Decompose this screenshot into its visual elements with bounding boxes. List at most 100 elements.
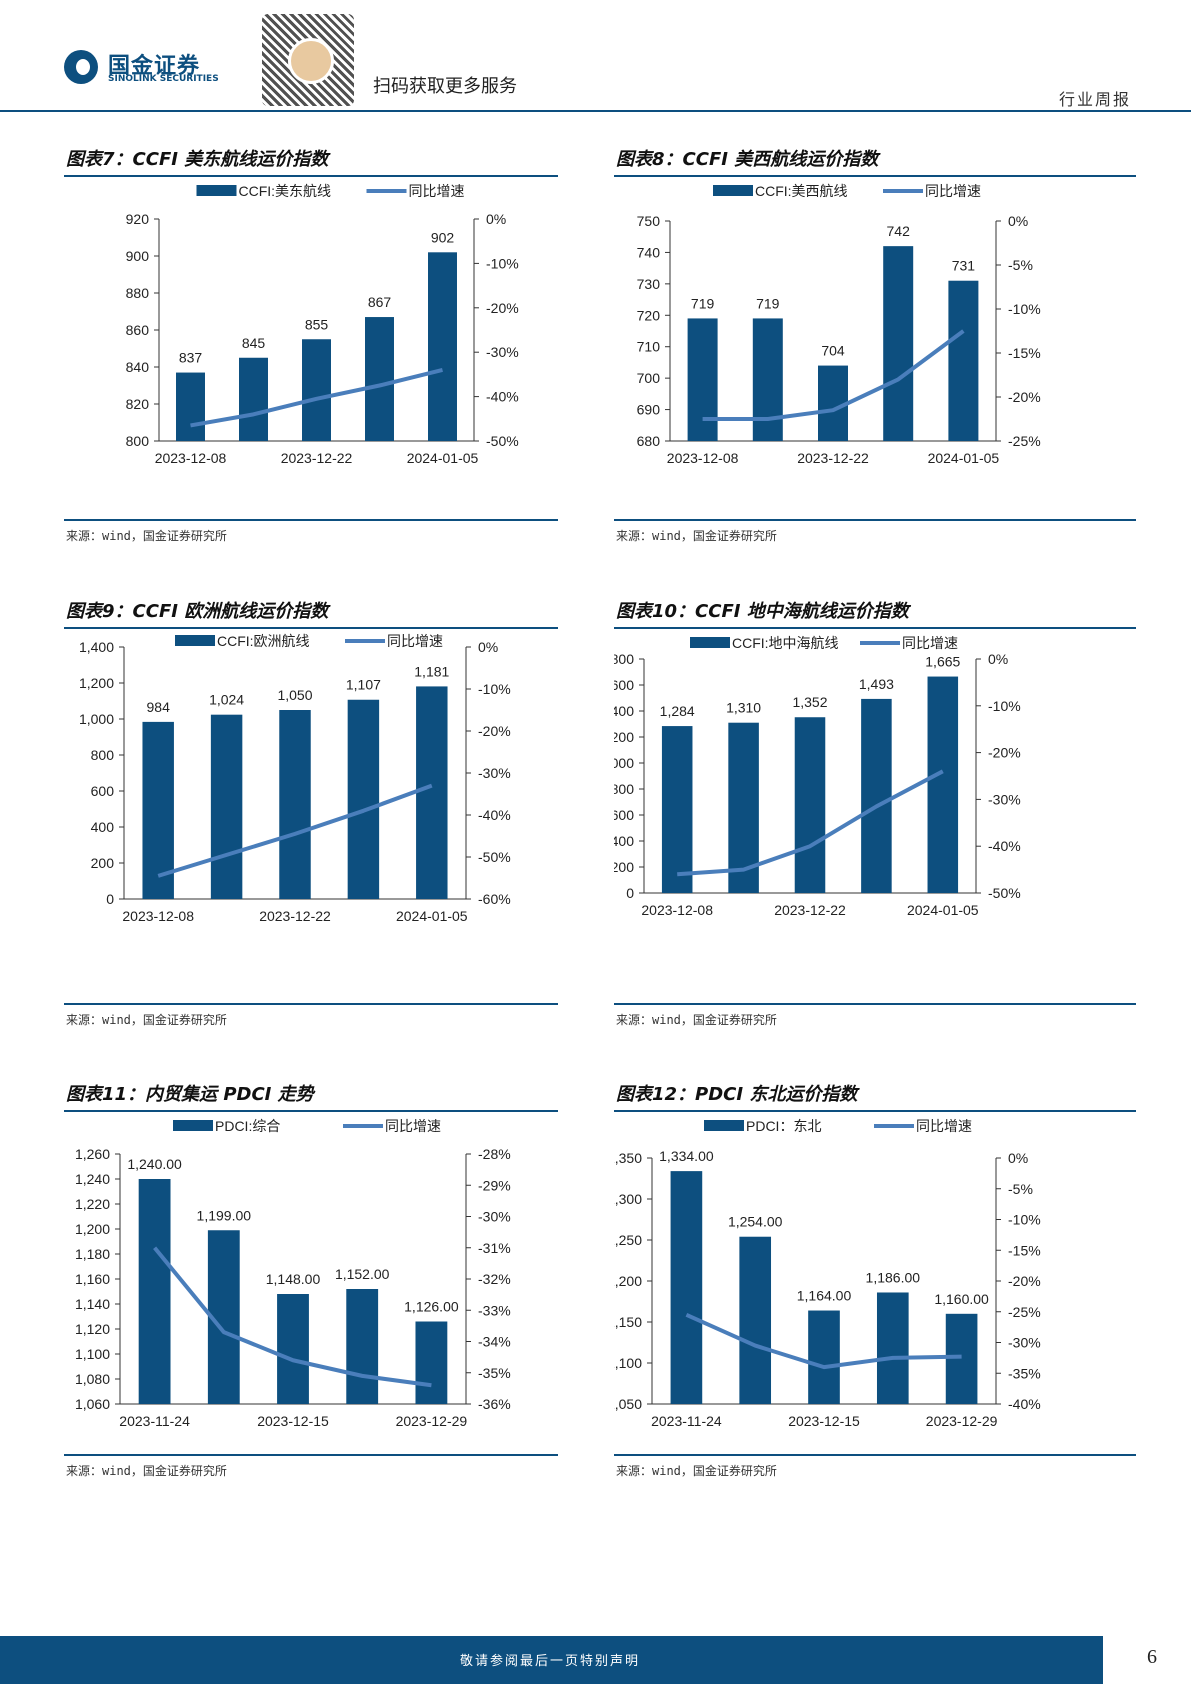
source-divider bbox=[64, 1454, 558, 1456]
y-tick-label: 820 bbox=[126, 396, 150, 412]
y2-tick-label: -10% bbox=[988, 698, 1021, 714]
y-tick-label: 1,200 bbox=[614, 1273, 642, 1289]
bar bbox=[279, 710, 311, 899]
y2-tick-label: -33% bbox=[478, 1302, 511, 1318]
bar bbox=[142, 721, 174, 899]
y-tick-label: 1,080 bbox=[75, 1371, 110, 1387]
legend-bar-label: CCFI:美东航线 bbox=[239, 183, 332, 199]
bar-value-label: 1,493 bbox=[859, 676, 894, 692]
y2-tick-label: -35% bbox=[478, 1365, 511, 1381]
y-tick-label: 600 bbox=[614, 807, 634, 823]
y-tick-label: 1,240 bbox=[75, 1171, 110, 1187]
source-note: 来源：wind，国金证券研究所 bbox=[616, 1013, 777, 1027]
bar bbox=[416, 686, 448, 899]
source-divider bbox=[64, 1003, 558, 1005]
chart-11-svg: PDCI:综合 同比增速 1,060 1,080 1,100 1,120 1,140 1,16… bbox=[75, 1118, 511, 1429]
y-tick-label: 800 bbox=[614, 781, 634, 797]
y2-tick-label: -40% bbox=[988, 838, 1021, 854]
bar-value-label: 1,199.00 bbox=[197, 1207, 252, 1223]
x-tick-label: 2024-01-05 bbox=[396, 908, 468, 924]
chart-title: 图表9：CCFI 欧洲航线运价指数 bbox=[66, 601, 329, 622]
y2-tick-label: -40% bbox=[478, 807, 511, 823]
bar bbox=[739, 1236, 772, 1404]
y-tick-label: 0 bbox=[626, 885, 634, 901]
chart-title: 图表11：内贸集运 PDCI 走势 bbox=[66, 1084, 314, 1105]
bar bbox=[808, 1310, 840, 1404]
bar-value-label: 1,186.00 bbox=[866, 1269, 921, 1285]
y2-tick-label: -20% bbox=[486, 300, 519, 316]
title-divider bbox=[614, 1110, 1136, 1112]
source-divider bbox=[614, 519, 1136, 521]
x-tick-label: 2023-12-08 bbox=[155, 450, 227, 466]
x-tick-label: 2023-11-24 bbox=[651, 1413, 722, 1429]
x-tick-label: 2023-12-22 bbox=[259, 908, 331, 924]
y2-tick-label: -30% bbox=[486, 344, 519, 360]
bar bbox=[138, 1179, 171, 1404]
y2-tick-label: -25% bbox=[1008, 433, 1041, 449]
y2-tick-label: -29% bbox=[478, 1177, 511, 1193]
y-tick-label: 1,300 bbox=[614, 1191, 642, 1207]
y-tick-label: 920 bbox=[126, 211, 150, 227]
y2-tick-label: -40% bbox=[1008, 1396, 1041, 1412]
bar bbox=[176, 372, 205, 441]
y-tick-label: 1,140 bbox=[75, 1296, 110, 1312]
header-divider bbox=[0, 110, 1191, 112]
bar-value-label: 1,334.00 bbox=[659, 1148, 714, 1164]
logo-name-cn: 国金证券 bbox=[108, 54, 201, 79]
x-tick-label: 2024-01-05 bbox=[928, 450, 1000, 466]
y-tick-label: 730 bbox=[637, 276, 661, 292]
legend-bar-swatch bbox=[690, 637, 730, 648]
y-tick-label: 1,050 bbox=[614, 1396, 642, 1412]
bar bbox=[365, 317, 394, 441]
source-note: 来源：wind，国金证券研究所 bbox=[66, 1013, 227, 1027]
legend-bar-label: PDCI：东北 bbox=[746, 1118, 821, 1134]
y-tick-label: 680 bbox=[637, 433, 661, 449]
bar bbox=[347, 699, 380, 899]
y-tick-label: 1,160 bbox=[75, 1271, 110, 1287]
y-tick-label: 1,400 bbox=[79, 639, 114, 655]
y2-tick-label: 0% bbox=[1008, 213, 1028, 229]
y-tick-label: 1,150 bbox=[614, 1314, 642, 1330]
yoy-line bbox=[157, 783, 433, 878]
y-tick-label: 1,060 bbox=[75, 1396, 110, 1412]
y2-tick-label: 0% bbox=[478, 639, 498, 655]
chart-title: 图表10：CCFI 地中海航线运价指数 bbox=[616, 601, 909, 622]
y-tick-label: 860 bbox=[126, 322, 150, 338]
bar-value-label: 855 bbox=[305, 316, 329, 332]
y-tick-label: 1,000 bbox=[79, 711, 114, 727]
y2-tick-label: -50% bbox=[988, 885, 1021, 901]
bar-value-label: 1,107 bbox=[346, 677, 381, 693]
y-tick-label: 1,180 bbox=[75, 1246, 110, 1262]
bar-value-label: 1,240.00 bbox=[127, 1156, 182, 1172]
x-tick-label: 2023-12-15 bbox=[257, 1413, 329, 1429]
legend-line-label: 同比增速 bbox=[902, 635, 958, 651]
y2-tick-label: -35% bbox=[1008, 1365, 1041, 1381]
x-tick-label: 2023-12-08 bbox=[667, 450, 739, 466]
chart-8-svg: CCFI:美西航线 同比增速 680 690 700 710 720 730 740 750 -25… bbox=[637, 183, 1041, 466]
y-tick-label: 1,400 bbox=[614, 703, 634, 719]
x-tick-label: 2023-12-22 bbox=[281, 450, 353, 466]
y2-tick-label: -25% bbox=[1008, 1304, 1041, 1320]
x-tick-label: 2023-12-08 bbox=[641, 902, 713, 918]
bar-value-label: 867 bbox=[368, 294, 392, 310]
x-tick-label: 2024-01-05 bbox=[907, 902, 979, 918]
bar-value-label: 719 bbox=[691, 295, 715, 311]
y2-tick-label: -28% bbox=[478, 1146, 511, 1162]
y-tick-label: 700 bbox=[637, 370, 661, 386]
bar bbox=[945, 1313, 978, 1404]
legend-bar-swatch bbox=[704, 1120, 744, 1131]
page-number: 6 bbox=[1147, 1646, 1157, 1668]
bar-value-label: 1,160.00 bbox=[934, 1291, 989, 1307]
y2-tick-label: -30% bbox=[988, 791, 1021, 807]
bar bbox=[670, 1171, 703, 1404]
y-tick-label: 1,800 bbox=[614, 651, 634, 667]
y2-tick-label: -50% bbox=[486, 433, 519, 449]
legend-bar-label: CCFI:欧洲航线 bbox=[217, 633, 310, 649]
y2-tick-label: -20% bbox=[478, 723, 511, 739]
y2-tick-label: -15% bbox=[1008, 1242, 1041, 1258]
source-divider bbox=[614, 1003, 1136, 1005]
y2-tick-label: -36% bbox=[478, 1396, 511, 1412]
y-tick-label: 200 bbox=[91, 855, 115, 871]
y-tick-label: 1,120 bbox=[75, 1321, 110, 1337]
bar bbox=[661, 726, 693, 893]
